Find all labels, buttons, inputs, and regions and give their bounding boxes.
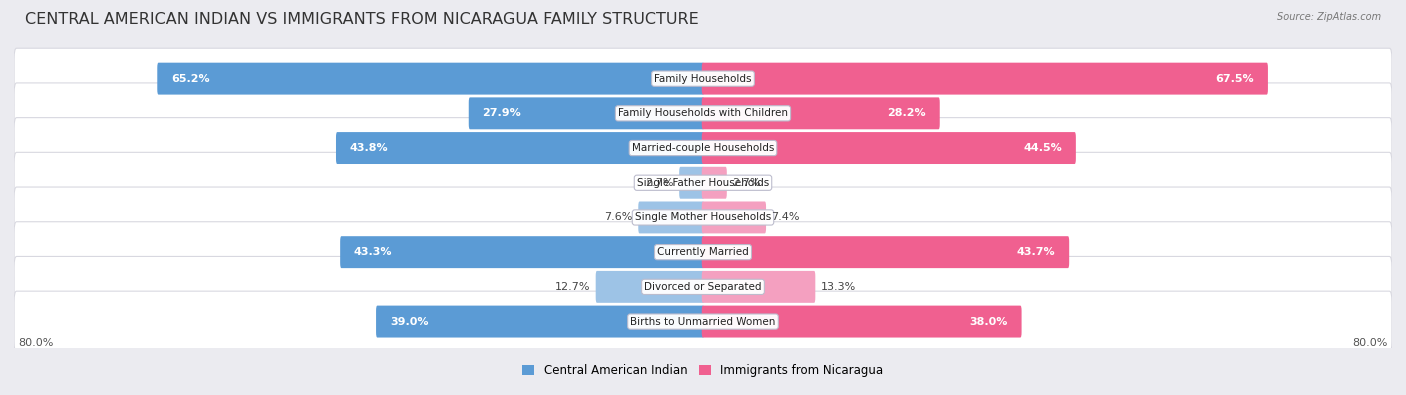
Text: 80.0%: 80.0% bbox=[18, 338, 53, 348]
FancyBboxPatch shape bbox=[14, 152, 1392, 213]
FancyBboxPatch shape bbox=[468, 98, 704, 129]
FancyBboxPatch shape bbox=[702, 271, 815, 303]
FancyBboxPatch shape bbox=[14, 118, 1392, 179]
FancyBboxPatch shape bbox=[336, 132, 704, 164]
FancyBboxPatch shape bbox=[702, 236, 1069, 268]
Text: Divorced or Separated: Divorced or Separated bbox=[644, 282, 762, 292]
FancyBboxPatch shape bbox=[14, 291, 1392, 352]
Text: 7.6%: 7.6% bbox=[605, 213, 633, 222]
Text: 28.2%: 28.2% bbox=[887, 108, 927, 118]
Text: 38.0%: 38.0% bbox=[969, 316, 1008, 327]
FancyBboxPatch shape bbox=[702, 63, 1268, 94]
Text: 12.7%: 12.7% bbox=[555, 282, 591, 292]
FancyBboxPatch shape bbox=[702, 306, 1022, 338]
FancyBboxPatch shape bbox=[638, 201, 704, 233]
Text: Source: ZipAtlas.com: Source: ZipAtlas.com bbox=[1277, 12, 1381, 22]
Text: Currently Married: Currently Married bbox=[657, 247, 749, 257]
FancyBboxPatch shape bbox=[340, 236, 704, 268]
Text: 7.4%: 7.4% bbox=[772, 213, 800, 222]
Text: Family Households: Family Households bbox=[654, 73, 752, 84]
Text: Family Households with Children: Family Households with Children bbox=[619, 108, 787, 118]
Text: 43.8%: 43.8% bbox=[350, 143, 388, 153]
FancyBboxPatch shape bbox=[702, 167, 727, 199]
Text: 27.9%: 27.9% bbox=[482, 108, 522, 118]
FancyBboxPatch shape bbox=[14, 187, 1392, 248]
Text: 44.5%: 44.5% bbox=[1024, 143, 1062, 153]
FancyBboxPatch shape bbox=[375, 306, 704, 338]
Text: 2.7%: 2.7% bbox=[733, 178, 761, 188]
FancyBboxPatch shape bbox=[14, 222, 1392, 282]
Legend: Central American Indian, Immigrants from Nicaragua: Central American Indian, Immigrants from… bbox=[519, 361, 887, 381]
Text: Births to Unmarried Women: Births to Unmarried Women bbox=[630, 316, 776, 327]
Text: 65.2%: 65.2% bbox=[172, 73, 209, 84]
Text: Single Mother Households: Single Mother Households bbox=[636, 213, 770, 222]
Text: 43.3%: 43.3% bbox=[354, 247, 392, 257]
Text: 39.0%: 39.0% bbox=[389, 316, 429, 327]
Text: 2.7%: 2.7% bbox=[645, 178, 673, 188]
FancyBboxPatch shape bbox=[702, 201, 766, 233]
Text: Single Father Households: Single Father Households bbox=[637, 178, 769, 188]
FancyBboxPatch shape bbox=[596, 271, 704, 303]
Text: CENTRAL AMERICAN INDIAN VS IMMIGRANTS FROM NICARAGUA FAMILY STRUCTURE: CENTRAL AMERICAN INDIAN VS IMMIGRANTS FR… bbox=[25, 12, 699, 27]
FancyBboxPatch shape bbox=[14, 256, 1392, 317]
FancyBboxPatch shape bbox=[702, 132, 1076, 164]
FancyBboxPatch shape bbox=[14, 83, 1392, 144]
FancyBboxPatch shape bbox=[679, 167, 704, 199]
Text: 67.5%: 67.5% bbox=[1216, 73, 1254, 84]
FancyBboxPatch shape bbox=[14, 48, 1392, 109]
FancyBboxPatch shape bbox=[157, 63, 704, 94]
Text: Married-couple Households: Married-couple Households bbox=[631, 143, 775, 153]
Text: 43.7%: 43.7% bbox=[1017, 247, 1056, 257]
Text: 80.0%: 80.0% bbox=[1353, 338, 1388, 348]
FancyBboxPatch shape bbox=[702, 98, 939, 129]
Text: 13.3%: 13.3% bbox=[821, 282, 856, 292]
